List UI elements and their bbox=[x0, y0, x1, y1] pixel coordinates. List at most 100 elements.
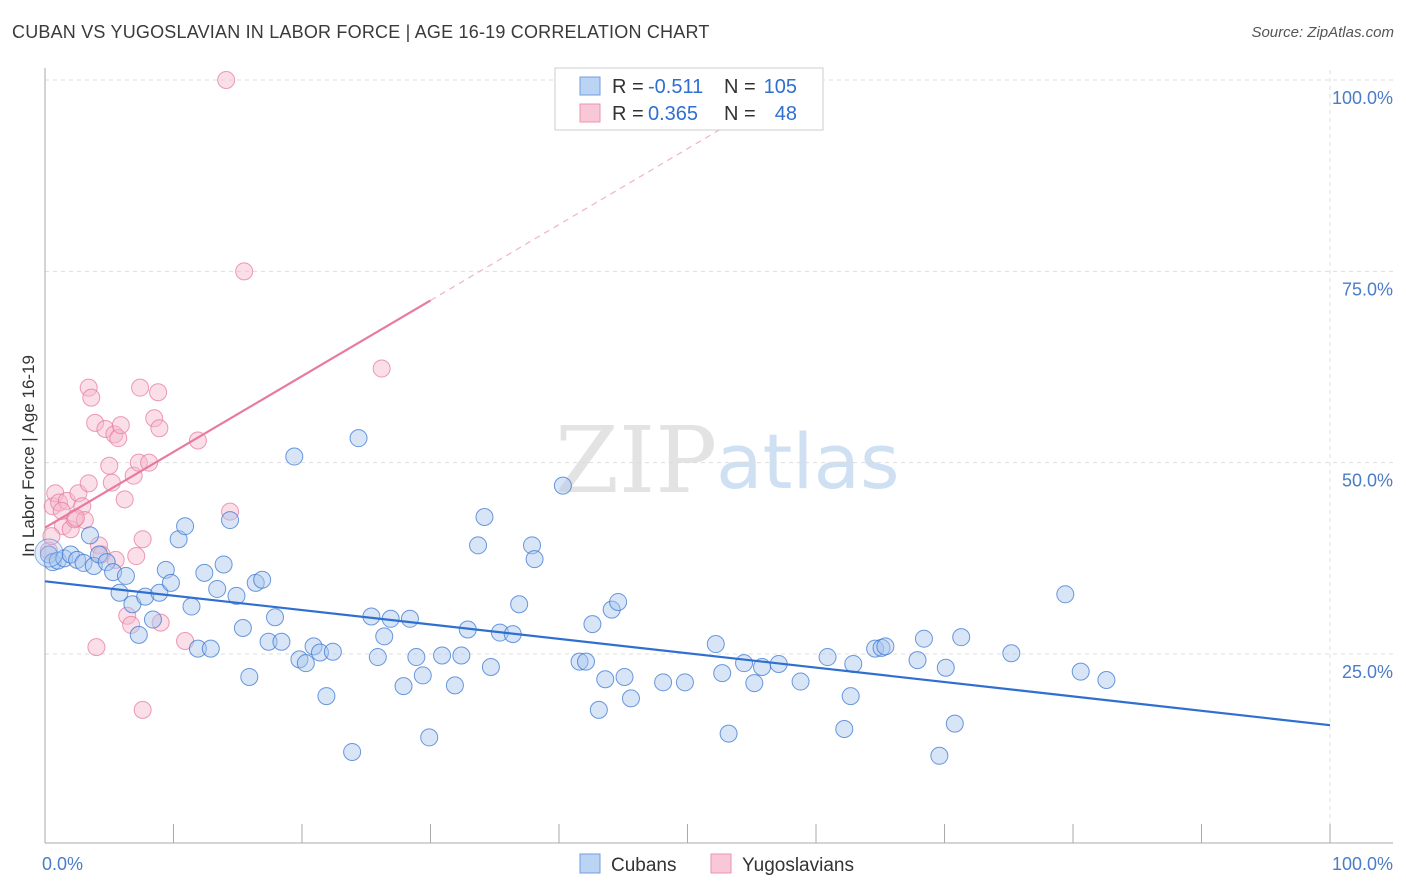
cubans-point-cluster bbox=[34, 538, 64, 568]
cubans-point-22 bbox=[176, 517, 195, 536]
yugoslavians-point-16 bbox=[96, 419, 115, 438]
cubans-point-56 bbox=[433, 646, 452, 665]
cubans-point-62 bbox=[481, 658, 500, 677]
bottom-legend: Cubans Yugoslavians bbox=[579, 853, 854, 876]
cubans-point-28 bbox=[214, 555, 233, 574]
yugoslavians-point-36 bbox=[87, 638, 106, 657]
cubans-point-82 bbox=[719, 724, 738, 743]
y-tick-label-3: 25.0% bbox=[1342, 662, 1393, 682]
cubans-point-30 bbox=[227, 586, 246, 605]
yugoslavians-point-17 bbox=[100, 456, 119, 475]
cubans-point-101 bbox=[1002, 644, 1021, 663]
cubans-point-73 bbox=[596, 670, 615, 689]
yugoslavians-point-47 bbox=[79, 474, 98, 493]
legend-r-value-1: -0.511 bbox=[648, 76, 703, 98]
cubans-point-66 bbox=[523, 536, 542, 555]
cubans-point-78 bbox=[654, 673, 673, 692]
cubans-point-53 bbox=[407, 648, 426, 667]
yugoslavians-point-22 bbox=[111, 416, 130, 435]
axes bbox=[44, 68, 1393, 844]
source-label: Source: ZipAtlas.com bbox=[1251, 24, 1394, 41]
cubans-point-29 bbox=[221, 511, 240, 530]
x-tick-labels: 0.0% 100.0% bbox=[42, 854, 1393, 874]
legend-swatch-cubans bbox=[579, 76, 601, 96]
cubans-point-35 bbox=[259, 632, 278, 651]
cubans-point-90 bbox=[841, 687, 860, 706]
cubans-point-71 bbox=[583, 615, 602, 634]
y-tick-label-0: 100.0% bbox=[1332, 88, 1393, 108]
cubans-point-9 bbox=[89, 545, 108, 564]
cubans-point-27 bbox=[208, 579, 227, 598]
cubans-point-94 bbox=[876, 637, 895, 656]
yugoslavians-point-6 bbox=[61, 520, 80, 539]
x-tick-label-1: 100.0% bbox=[1332, 854, 1393, 874]
cubans-point-20 bbox=[161, 573, 180, 592]
bottom-legend-swatch-cubans bbox=[579, 853, 601, 874]
yugoslavians-point-13 bbox=[86, 413, 105, 432]
cubans-point-21 bbox=[169, 530, 188, 549]
cubans-point-69 bbox=[570, 652, 589, 671]
cubans-trend-line bbox=[44, 580, 1331, 727]
cubans-point-98 bbox=[936, 658, 955, 677]
yugoslavians-trend-line bbox=[44, 299, 432, 529]
cubans-point-96 bbox=[914, 629, 933, 648]
yugoslavians-point-41 bbox=[217, 71, 236, 89]
y-tick-label-1: 75.0% bbox=[1342, 279, 1393, 299]
cubans-point-26 bbox=[201, 639, 220, 658]
legend-n-label-2: N = bbox=[724, 103, 756, 125]
cubans-point-45 bbox=[343, 742, 362, 761]
watermark-zip: ZIP bbox=[555, 407, 717, 514]
yugoslavians-point-0 bbox=[39, 541, 58, 560]
yugoslavians-point-29 bbox=[131, 378, 150, 397]
cubans-point-44 bbox=[323, 642, 342, 661]
cubans-point-83 bbox=[735, 654, 754, 673]
cubans-point-95 bbox=[908, 651, 927, 670]
y-tick-label-2: 50.0% bbox=[1342, 471, 1393, 491]
trend-lines bbox=[44, 129, 1331, 727]
cubans-point-91 bbox=[844, 654, 863, 673]
cubans-point-100 bbox=[952, 628, 971, 647]
cubans-point-24 bbox=[188, 639, 207, 658]
cubans-point-25 bbox=[195, 563, 214, 582]
legend-n-value-2: 48 bbox=[775, 103, 797, 125]
cubans-point-6 bbox=[74, 553, 93, 572]
cubans-point-7 bbox=[80, 526, 99, 545]
legend-r-label-1: R = bbox=[612, 76, 644, 98]
cubans-point-89 bbox=[835, 720, 854, 739]
yugoslavians-point-12 bbox=[82, 388, 101, 407]
cubans-point-48 bbox=[368, 648, 387, 667]
cubans-point-70 bbox=[576, 652, 595, 671]
legend-n-value-1: 105 bbox=[764, 76, 797, 98]
yugoslavians-point-25 bbox=[122, 615, 141, 634]
cubans-point-15 bbox=[129, 625, 148, 644]
yugoslavians-point-34 bbox=[149, 383, 168, 402]
cubans-point-17 bbox=[143, 610, 162, 629]
yugoslavians-point-30 bbox=[133, 530, 152, 549]
cubans-point-42 bbox=[310, 643, 329, 662]
cubans-point-51 bbox=[394, 677, 413, 696]
cubans-point-104 bbox=[1097, 671, 1116, 690]
yugoslavians-point-32 bbox=[145, 409, 164, 428]
cubans-point-81 bbox=[713, 664, 732, 683]
chart-title: CUBAN VS YUGOSLAVIAN IN LABOR FORCE | AG… bbox=[12, 22, 710, 42]
cubans-point-34 bbox=[253, 570, 272, 589]
legend-r-label-2: R = bbox=[612, 103, 644, 125]
cubans-point-57 bbox=[445, 676, 464, 695]
y-tick-labels: 100.0% 75.0% 50.0% 25.0% bbox=[1332, 88, 1393, 682]
cubans-point-32 bbox=[240, 667, 259, 686]
yugoslavians-point-27 bbox=[127, 547, 146, 566]
yugoslavians-point-33 bbox=[150, 419, 169, 438]
cubans-point-79 bbox=[675, 673, 694, 692]
watermark-atlas: atlas bbox=[716, 417, 900, 506]
cubans-point-80 bbox=[706, 635, 725, 654]
cubans-point-37 bbox=[272, 632, 291, 651]
cubans-point-49 bbox=[375, 627, 394, 646]
cubans-point-52 bbox=[400, 609, 419, 628]
cubans-point-68 bbox=[553, 476, 572, 495]
cubans-points bbox=[34, 429, 1116, 765]
y-axis-label: In Labor Force | Age 16-19 bbox=[19, 355, 38, 557]
bottom-legend-label-cubans: Cubans bbox=[611, 855, 677, 876]
cubans-point-76 bbox=[615, 667, 634, 686]
legend-n-label-1: N = bbox=[724, 76, 756, 98]
